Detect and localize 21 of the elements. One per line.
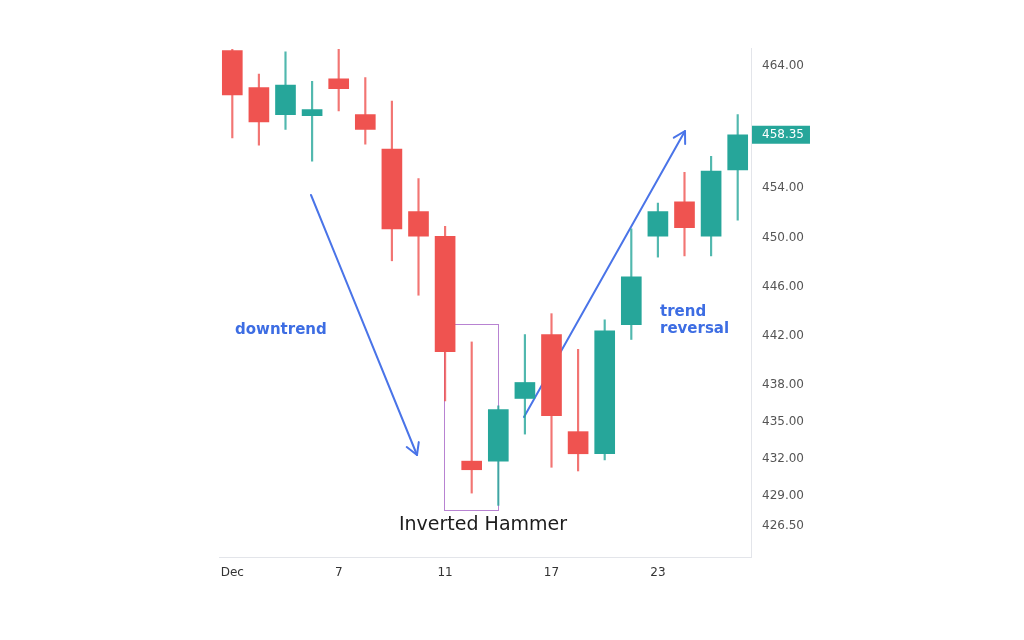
y-tick-label: 438.00 — [762, 377, 804, 392]
y-tick-label: 458.35 — [762, 126, 804, 141]
y-tick-label: 429.00 — [762, 487, 804, 502]
y-tick-label: 450.00 — [762, 229, 804, 244]
candlestick — [408, 178, 429, 296]
y-tick-label: 454.00 — [762, 180, 804, 195]
x-tick-label: 17 — [543, 565, 560, 580]
y-tick-label: 426.50 — [762, 518, 804, 533]
y-tick-label: 432.00 — [762, 450, 804, 465]
candlestick — [674, 172, 695, 257]
x-tick-label: 23 — [650, 565, 666, 580]
annotation: trend reversal — [660, 302, 730, 337]
y-tick-label: 464.00 — [762, 57, 804, 72]
y-tick-label: 435.00 — [762, 413, 804, 428]
x-tick-label: 11 — [437, 565, 453, 580]
x-tick-label: 7 — [334, 565, 343, 580]
x-tick-label: Dec — [220, 565, 244, 580]
annotation: downtrend — [235, 320, 327, 338]
y-tick-label: 446.00 — [762, 278, 804, 293]
annotation: Inverted Hammer — [398, 512, 568, 534]
y-tick-label: 442.00 — [762, 327, 804, 342]
